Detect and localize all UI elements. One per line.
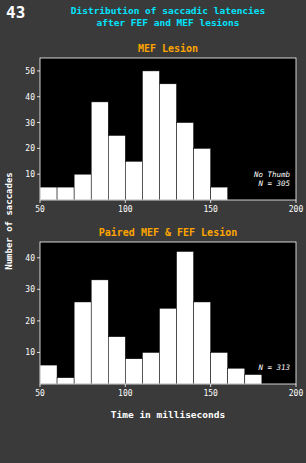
- x-label: Time in milliseconds: [111, 409, 225, 420]
- y-tick: [37, 70, 40, 71]
- bar: [57, 187, 74, 200]
- x-tick-label: 100: [118, 205, 133, 214]
- x-tick-label: 200: [289, 205, 304, 214]
- bar: [74, 174, 91, 200]
- subtitle: MEF Lesion: [138, 43, 198, 54]
- bar: [177, 251, 194, 384]
- title: Distribution of saccadic latenciesafter …: [71, 5, 265, 28]
- bar: [57, 378, 74, 384]
- y-tick-label: 10: [25, 348, 35, 357]
- x-tick: [40, 384, 41, 387]
- bar: [159, 308, 176, 384]
- x-tick: [296, 384, 297, 387]
- plot-area: [40, 242, 296, 384]
- subtitle: Paired MEF & FEF Lesion: [99, 227, 237, 238]
- x-tick: [125, 384, 126, 387]
- y-tick: [37, 148, 40, 149]
- background: [0, 0, 306, 463]
- bar: [40, 187, 57, 200]
- x-tick: [40, 200, 41, 203]
- y-tick: [37, 122, 40, 123]
- y-tick: [37, 289, 40, 290]
- x-tick-label: 150: [203, 205, 218, 214]
- bar: [194, 302, 211, 384]
- y-tick-label: 30: [25, 285, 35, 294]
- x-tick-label: 50: [35, 205, 45, 214]
- bars: [40, 71, 228, 200]
- y-tick: [37, 320, 40, 321]
- bar: [211, 352, 228, 384]
- y-tick: [37, 257, 40, 258]
- bar: [194, 148, 211, 200]
- x-tick: [210, 200, 211, 203]
- y-tick-label: 30: [25, 119, 35, 128]
- x-tick-label: 150: [203, 389, 218, 398]
- bar: [108, 337, 125, 384]
- x-tick-label: 50: [35, 389, 45, 398]
- y-label: Number of saccades: [4, 172, 14, 270]
- bar: [74, 302, 91, 384]
- chart: 43 Distribution of saccadic latenciesafte…: [0, 0, 306, 463]
- bar: [177, 123, 194, 200]
- y-tick: [37, 96, 40, 97]
- y-tick: [37, 352, 40, 353]
- y-tick-label: 20: [25, 144, 35, 153]
- bar: [159, 84, 176, 200]
- x-tick-label: 100: [118, 389, 133, 398]
- y-tick: [37, 174, 40, 175]
- bars: [40, 251, 262, 384]
- figure-label: 43: [6, 3, 25, 22]
- x-tick-label: 200: [289, 389, 304, 398]
- x-tick: [125, 200, 126, 203]
- bar: [125, 359, 142, 384]
- bar: [40, 365, 57, 384]
- y-tick-label: 40: [25, 93, 35, 102]
- x-tick: [296, 200, 297, 203]
- annotation: N = 313: [257, 363, 290, 372]
- bar: [245, 375, 262, 384]
- plot-area: [40, 58, 296, 200]
- x-tick: [210, 384, 211, 387]
- y-tick-label: 20: [25, 317, 35, 326]
- y-tick-label: 50: [25, 67, 35, 76]
- y-tick-label: 40: [25, 254, 35, 263]
- bar: [108, 135, 125, 200]
- y-tick-label: 10: [25, 170, 35, 179]
- plot-frame: [40, 242, 296, 384]
- bar: [228, 368, 245, 384]
- annotation: No ThumbN = 305: [253, 170, 291, 188]
- bar: [125, 161, 142, 200]
- bar: [91, 102, 108, 200]
- bar: [142, 71, 159, 200]
- bar: [91, 280, 108, 384]
- bar: [211, 187, 228, 200]
- plot-frame: [40, 58, 296, 200]
- bar: [142, 352, 159, 384]
